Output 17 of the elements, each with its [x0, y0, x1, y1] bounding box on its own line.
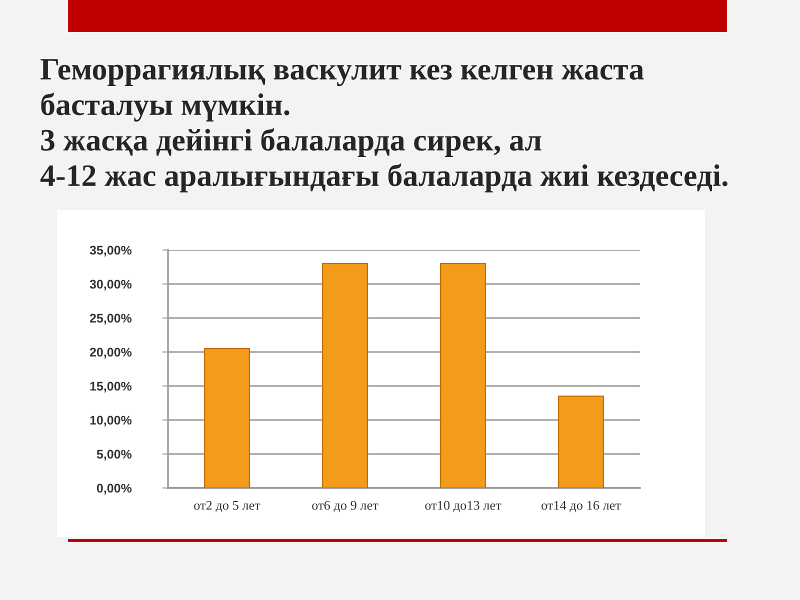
x-tick-label: от2 до 5 лет — [194, 500, 260, 512]
x-tick-label: от10 до13 лет — [425, 500, 502, 512]
y-tick-label: 25,00% — [90, 314, 132, 324]
bar — [204, 348, 250, 488]
chart-title: Геморрагиялық васкулит кез келген жаста басталуы мүмкін. 3 жасқа дейінгі балаларда сирек, ал 4-12 жас аралығындағы балаларда жиі кездеседі. — [40, 59, 728, 192]
y-tick-label: 30,00% — [90, 280, 132, 290]
y-tick-label: 15,00% — [90, 382, 132, 392]
y-tick-label: 0,00% — [96, 484, 132, 494]
y-tick-label: 10,00% — [90, 416, 132, 426]
bar — [440, 263, 486, 488]
y-tick-label: 5,00% — [96, 450, 132, 460]
bar — [322, 263, 368, 488]
x-tick-label: от6 до 9 лет — [312, 500, 378, 512]
bar — [558, 396, 604, 488]
x-tick-label: от14 до 16 лет — [542, 500, 621, 512]
y-tick-label: 20,00% — [90, 348, 132, 358]
y-tick-label: 35,00% — [90, 246, 132, 256]
